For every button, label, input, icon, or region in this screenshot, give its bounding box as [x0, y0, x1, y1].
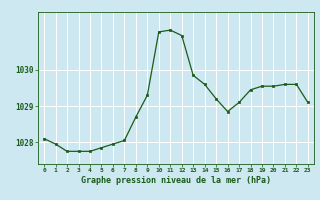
X-axis label: Graphe pression niveau de la mer (hPa): Graphe pression niveau de la mer (hPa): [81, 176, 271, 185]
